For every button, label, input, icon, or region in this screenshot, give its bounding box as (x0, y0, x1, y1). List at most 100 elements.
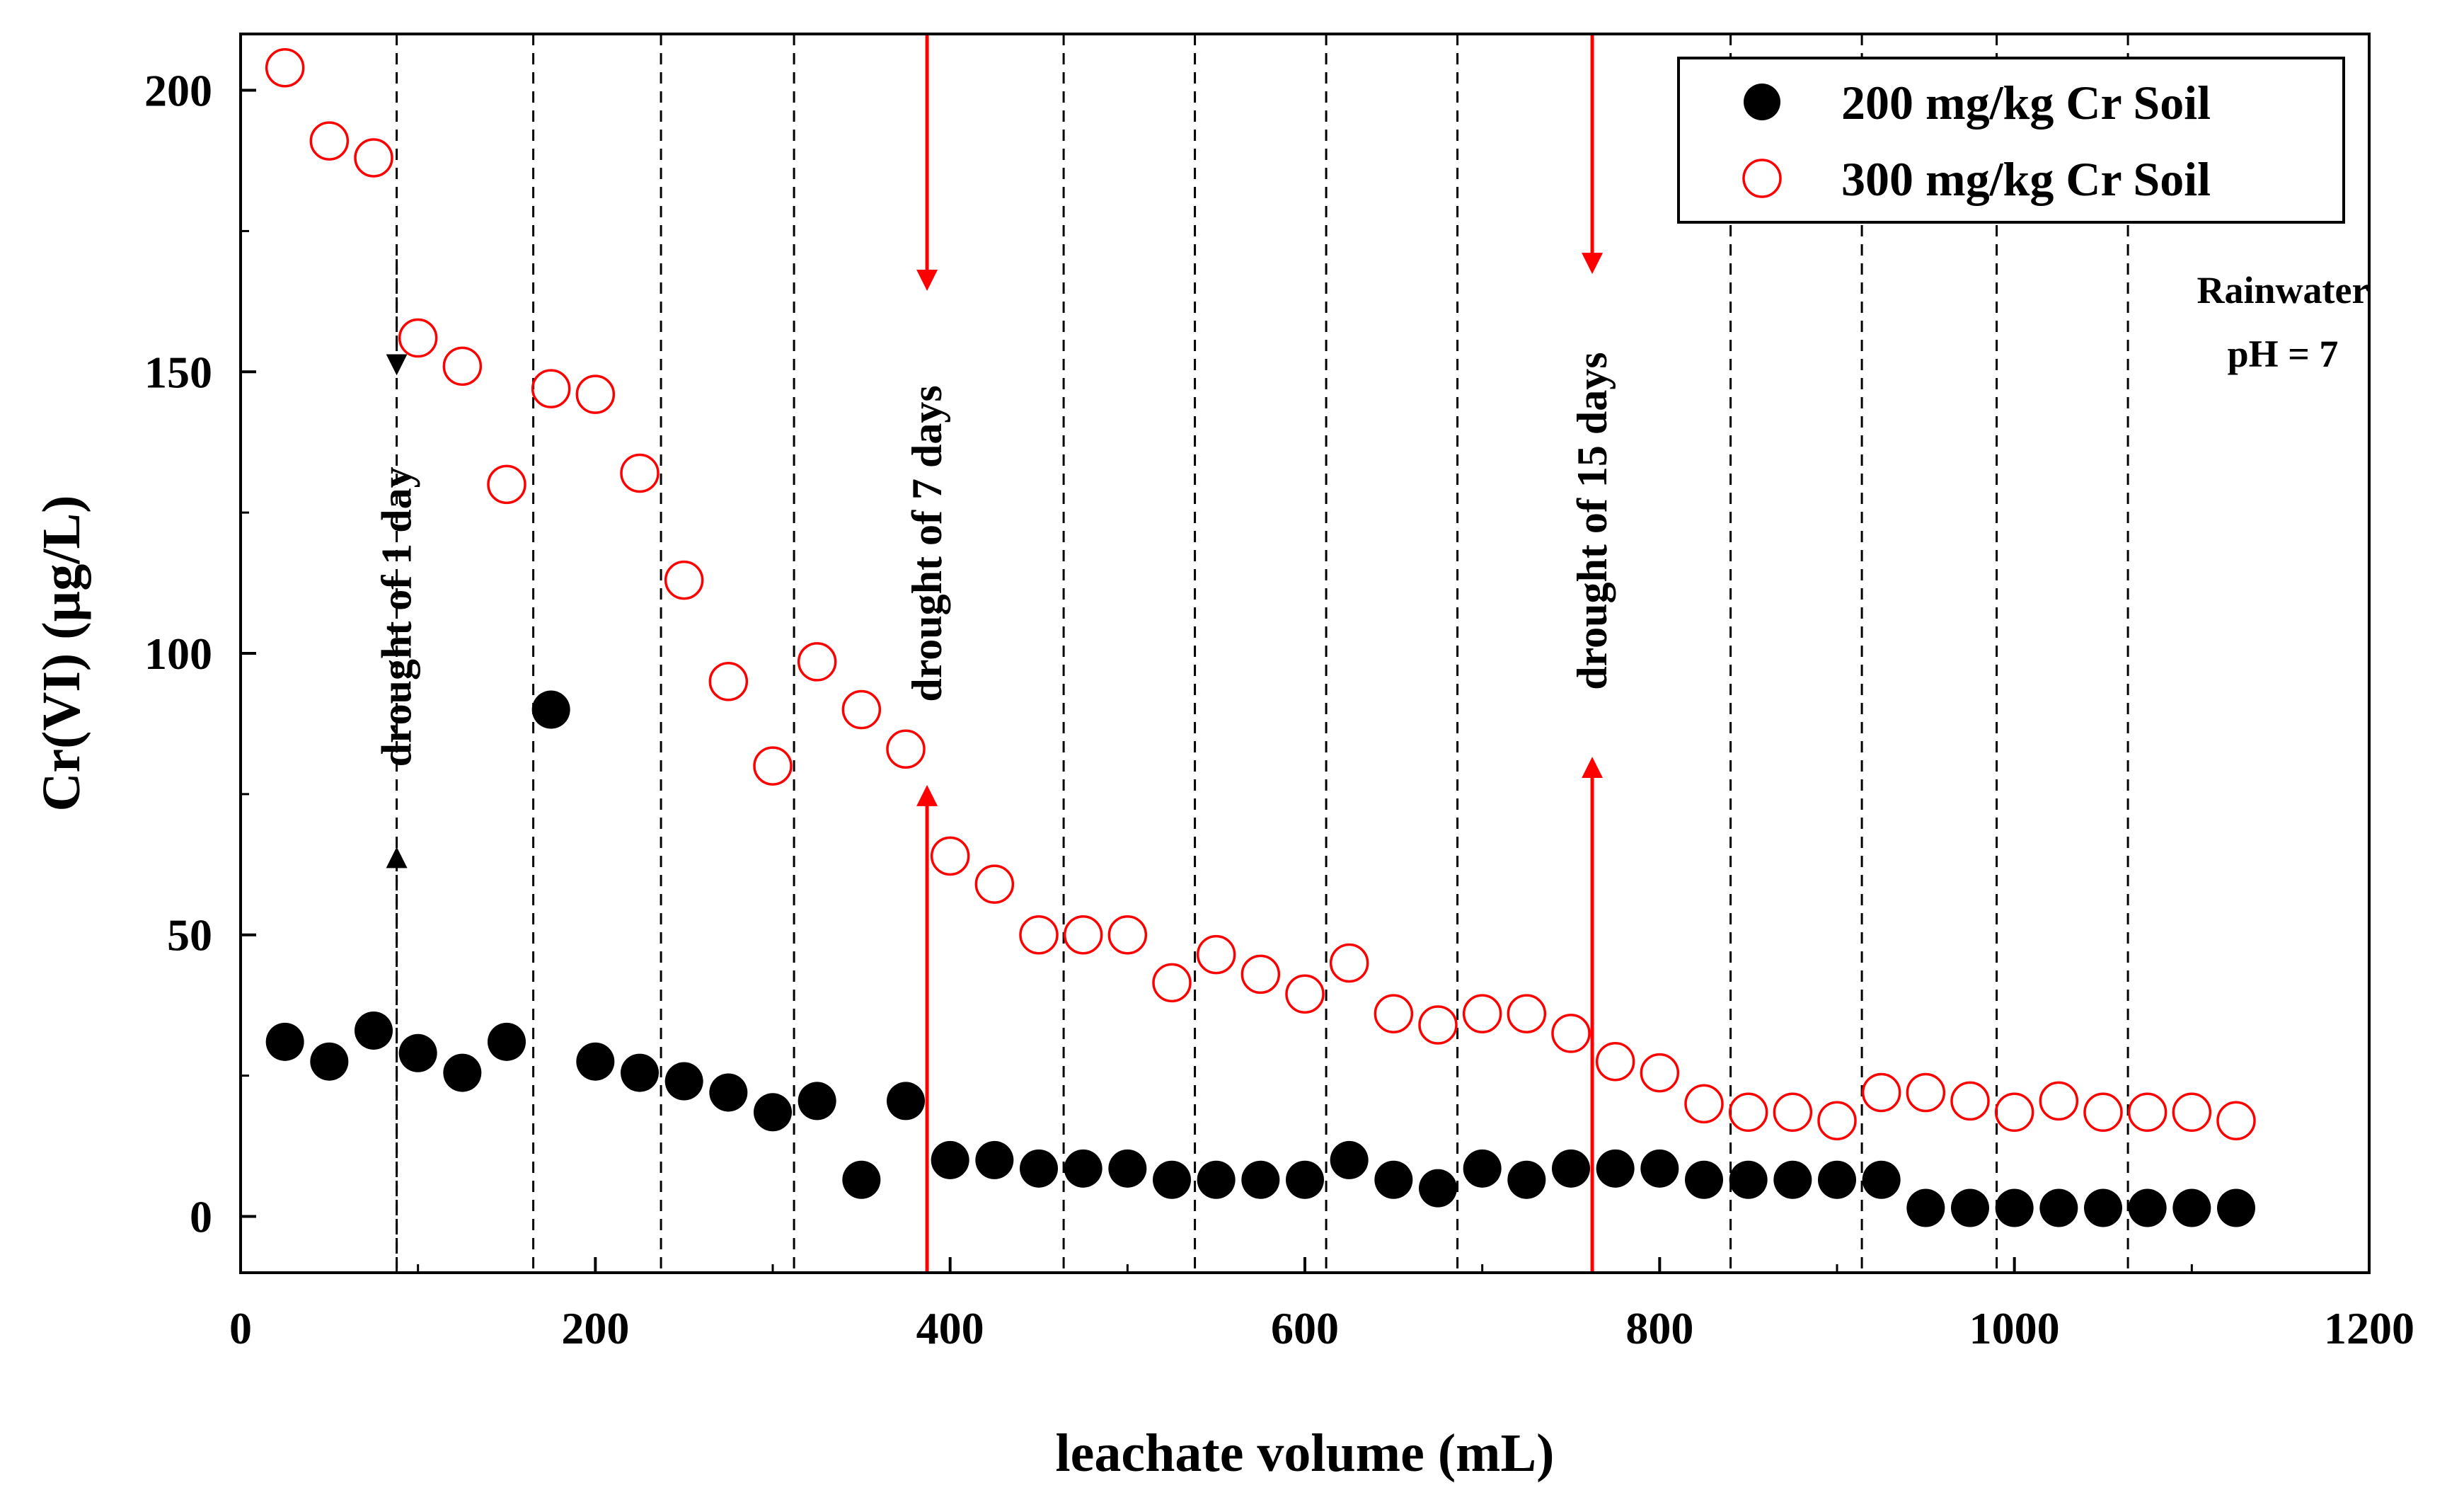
point-300-mg-kg (1329, 943, 1369, 983)
rainwater-label: Rainwater pH = 7 (2197, 269, 2369, 375)
point-200-mg-kg (1108, 1149, 1147, 1188)
point-200-mg-kg (576, 1042, 615, 1081)
point-200-mg-kg (621, 1053, 659, 1092)
point-300-mg-kg (1285, 974, 1325, 1014)
point-300-mg-kg (1906, 1072, 1946, 1113)
drought-label-2: drought of 7 days (904, 385, 950, 701)
y-tick-label: 200 (144, 66, 212, 116)
point-200-mg-kg (2128, 1188, 2167, 1227)
x-tick-label: 1200 (2324, 1303, 2414, 1353)
point-300-mg-kg (886, 729, 926, 769)
point-300-mg-kg (2127, 1092, 2167, 1133)
point-300-mg-kg (1994, 1092, 2034, 1133)
point-200-mg-kg (709, 1073, 748, 1112)
point-300-mg-kg (2216, 1101, 2256, 1140)
point-200-mg-kg (2172, 1188, 2211, 1227)
legend-label-200: 200 mg/kg Cr Soil (1841, 76, 2211, 130)
rainwater-label-line1: Rainwater (2197, 269, 2369, 311)
legend: 200 mg/kg Cr Soil 300 mg/kg Cr Soil (1677, 57, 2345, 224)
point-200-mg-kg (1685, 1160, 1723, 1199)
point-300-mg-kg (1196, 934, 1236, 975)
point-300-mg-kg (309, 121, 350, 161)
point-200-mg-kg (1995, 1188, 2034, 1227)
point-200-mg-kg (1286, 1160, 1324, 1199)
point-300-mg-kg (1817, 1101, 1857, 1140)
x-axis-title: leachate volume (mL) (1056, 1423, 1555, 1483)
point-300-mg-kg (1728, 1092, 1768, 1133)
x-tick-label: 400 (916, 1303, 984, 1353)
point-300-mg-kg (930, 836, 970, 876)
point-300-mg-kg (1152, 963, 1192, 1003)
x-tick-label: 200 (561, 1303, 629, 1353)
y-axis-title: Cr(VI) (µg/L) (32, 495, 91, 812)
point-300-mg-kg (531, 369, 571, 408)
point-300-mg-kg (2039, 1081, 2079, 1121)
point-200-mg-kg (355, 1011, 393, 1050)
drought-annotations: drought of 1 day drought of 7 days drought… (374, 34, 1616, 1273)
point-200-mg-kg (2084, 1188, 2122, 1227)
legend-label-300: 300 mg/kg Cr Soil (1841, 152, 2211, 206)
point-200-mg-kg (1729, 1160, 1768, 1199)
point-300-mg-kg (1950, 1081, 1990, 1121)
y-tick-label: 150 (144, 347, 212, 397)
rainwater-label-line2: pH = 7 (2228, 333, 2339, 375)
point-300-mg-kg (1019, 915, 1059, 955)
point-200-mg-kg (1374, 1160, 1413, 1199)
point-200-mg-kg (664, 1062, 703, 1101)
point-300-mg-kg (708, 662, 749, 701)
point-300-mg-kg (1107, 915, 1148, 955)
point-200-mg-kg (1330, 1140, 1369, 1179)
point-200-mg-kg (1463, 1149, 1502, 1188)
point-200-mg-kg (887, 1082, 925, 1121)
legend-marker-300 (1742, 159, 1782, 198)
point-200-mg-kg (1020, 1149, 1058, 1188)
x-tick-label: 600 (1271, 1303, 1339, 1353)
point-300-mg-kg (1640, 1053, 1680, 1093)
point-300-mg-kg (1861, 1072, 1901, 1113)
point-300-mg-kg (620, 453, 660, 493)
point-200-mg-kg (1064, 1149, 1103, 1188)
point-200-mg-kg (842, 1160, 881, 1199)
y-tick-label: 50 (167, 910, 212, 961)
point-200-mg-kg (531, 690, 570, 729)
point-200-mg-kg (398, 1033, 437, 1072)
point-300-mg-kg (1773, 1092, 1813, 1133)
point-300-mg-kg (664, 560, 704, 600)
point-200-mg-kg (1773, 1160, 1812, 1199)
axes: 0 200 400 600 800 1000 1200 0 50 100 150 200 (144, 66, 2414, 1353)
x-tick-label: 0 (229, 1303, 252, 1353)
y-tick-label: 0 (190, 1191, 212, 1242)
point-200-mg-kg (1640, 1149, 1679, 1188)
point-300-mg-kg (354, 138, 393, 178)
point-300-mg-kg (1595, 1041, 1635, 1082)
point-300-mg-kg (1462, 994, 1502, 1033)
point-200-mg-kg (1552, 1149, 1590, 1188)
point-200-mg-kg (1507, 1160, 1546, 1199)
point-200-mg-kg (754, 1093, 792, 1132)
point-300-mg-kg (265, 47, 305, 88)
drought-label-3: drought of 15 days (1569, 352, 1616, 689)
point-200-mg-kg (1153, 1160, 1191, 1199)
point-300-mg-kg (841, 689, 882, 730)
drought-label-1: drought of 1 day (374, 466, 420, 767)
point-200-mg-kg (310, 1042, 349, 1081)
point-300-mg-kg (1551, 1014, 1591, 1053)
drought-divider-lines (396, 34, 2129, 1273)
point-300-mg-kg (974, 864, 1015, 904)
data-points (265, 47, 2256, 1227)
point-300-mg-kg (753, 746, 793, 786)
point-300-mg-kg (575, 374, 616, 414)
point-300-mg-kg (2083, 1092, 2123, 1133)
point-200-mg-kg (1419, 1169, 1457, 1208)
point-200-mg-kg (1197, 1160, 1236, 1199)
point-200-mg-kg (265, 1022, 304, 1061)
point-200-mg-kg (1241, 1160, 1280, 1199)
point-300-mg-kg (487, 464, 526, 505)
point-200-mg-kg (975, 1140, 1014, 1179)
y-tick-label: 100 (144, 629, 212, 679)
legend-box (1677, 57, 2345, 224)
point-200-mg-kg (2039, 1188, 2078, 1227)
point-200-mg-kg (931, 1140, 969, 1179)
point-200-mg-kg (1951, 1188, 1989, 1227)
